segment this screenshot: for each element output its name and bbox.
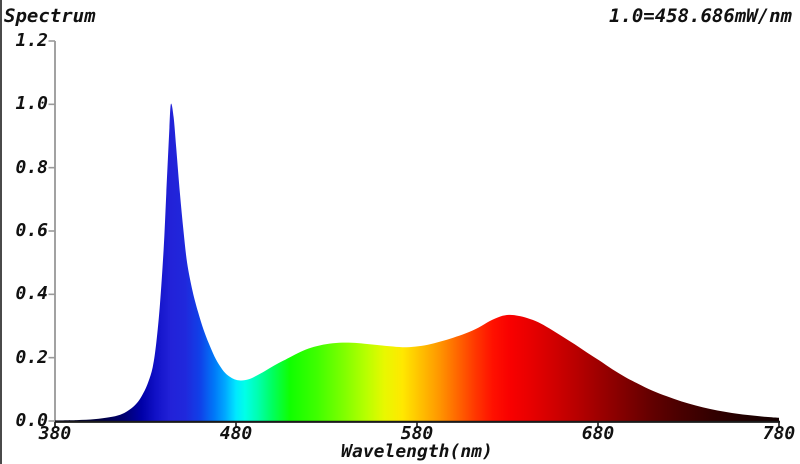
y-tick-label: 0.4 [15, 283, 48, 305]
x-axis-label: Wavelength(nm) [341, 441, 493, 462]
scale-note: 1.0=458.686mW/nm [608, 5, 792, 27]
x-tick-label: 780 [762, 423, 796, 444]
x-tick-label: 480 [219, 423, 253, 444]
x-tick-label: 580 [400, 423, 434, 444]
y-tick-label: 0.6 [15, 220, 48, 241]
y-tick-label: 1.0 [15, 93, 48, 115]
y-tick-label: 0.0 [15, 410, 48, 431]
y-tick-label: 1.2 [15, 30, 48, 51]
spectrum-area [55, 103, 779, 422]
x-tick-label: 380 [38, 423, 72, 444]
x-tick-label: 680 [581, 423, 615, 444]
y-tick-label: 0.2 [15, 346, 48, 368]
y-tick-label: 0.8 [15, 156, 48, 178]
chart-title: Spectrum [4, 5, 96, 27]
